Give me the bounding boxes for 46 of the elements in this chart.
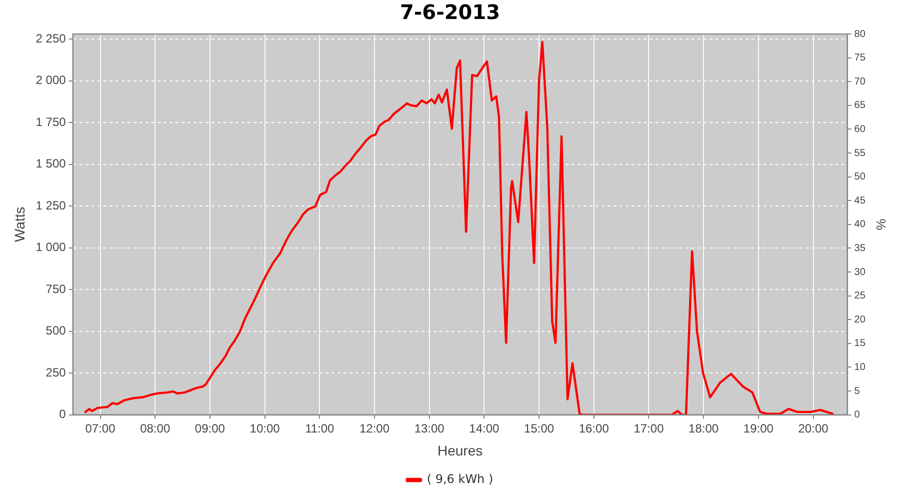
x-tick-label: 15:00 [524,421,554,436]
x-tick-label: 11:00 [305,421,335,436]
y2-tick-label: 40 [854,219,866,230]
y2-tick-label: 80 [854,28,866,40]
x-tick-label: 16:00 [578,421,610,436]
x-tick-label: 17:00 [634,421,664,436]
x-tick-label: 07:00 [85,421,116,436]
y-tick-label: 1 500 [36,156,66,171]
y2-tick-label: 75 [854,52,866,64]
y-tick-label: 2 000 [36,73,66,88]
x-tick-label: 18:00 [688,421,719,436]
y-tick-label: 1 750 [36,114,66,129]
x-tick-label: 10:00 [250,421,280,436]
y-tick-label: 2 250 [36,31,66,46]
x-tick-label: 20:00 [798,421,829,436]
y2-tick-label: 20 [854,314,866,326]
y2-tick-label: 35 [854,242,866,254]
y2-tick-label: 25 [854,290,866,302]
y2-tick-label: 55 [854,148,866,159]
y2-tick-label: 65 [854,100,866,112]
x-tick-label: 13:00 [414,421,445,436]
y2-tick-label: 0 [854,410,860,421]
y2-tick-label: 60 [854,124,866,135]
y-tick-label: 500 [46,324,66,338]
x-axis-title: Heures [437,442,483,458]
y2-tick-label: 50 [854,172,866,183]
x-tick-label: 09:00 [194,421,226,436]
chart-title: 7-6-2013 [400,0,500,24]
y2-tick-label: 70 [854,76,866,88]
y-tick-label: 250 [46,365,66,380]
y2-tick-label: 30 [854,266,866,278]
y2-tick-label: 5 [854,386,860,397]
x-tick-label: 12:00 [359,421,390,436]
x-tick-label: 14:00 [469,421,500,436]
legend-label: ( 9,6 kWh ) [426,472,494,486]
y2-tick-label: 15 [854,338,866,350]
x-tick-label: 19:00 [743,421,774,436]
x-tick-label: 08:00 [140,421,170,436]
y-axis-title: Watts [11,206,28,242]
y-tick-label: 1 250 [36,198,66,212]
y2-tick-label: 45 [854,195,866,206]
y-tick-label: 0 [59,407,66,422]
y2-axis-title: % [874,218,889,231]
y-tick-label: 750 [46,282,66,296]
y-tick-label: 1 000 [36,240,66,254]
y2-tick-label: 10 [854,362,866,373]
